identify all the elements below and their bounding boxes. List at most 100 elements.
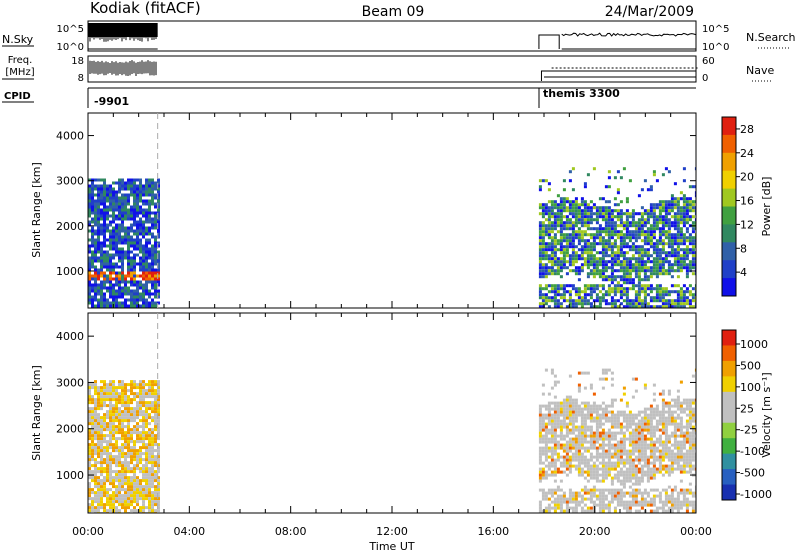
data-cell	[118, 286, 121, 290]
data-cell	[541, 473, 545, 477]
data-cell	[688, 434, 692, 438]
data-cell	[607, 461, 611, 465]
data-cell	[640, 446, 644, 450]
data-cell	[139, 292, 142, 296]
data-cell	[646, 302, 650, 306]
data-cell	[148, 440, 151, 444]
data-cell	[145, 256, 148, 260]
data-cell	[574, 287, 578, 291]
data-cell	[625, 260, 629, 264]
data-cell	[586, 221, 590, 225]
data-cell	[142, 298, 145, 302]
data-cell	[655, 254, 659, 258]
data-cell	[112, 392, 115, 396]
data-cell	[673, 263, 677, 267]
data-cell	[580, 458, 584, 462]
data-cell	[574, 452, 578, 456]
data-cell	[151, 467, 154, 471]
data-cell	[601, 428, 605, 432]
data-cell	[676, 197, 680, 201]
data-cell	[592, 272, 596, 276]
data-cell	[607, 488, 611, 492]
data-cell	[127, 298, 130, 302]
data-cell	[634, 257, 638, 261]
data-cell	[622, 278, 626, 282]
data-cell	[157, 253, 160, 257]
data-cell	[694, 305, 696, 308]
data-cell	[115, 458, 118, 462]
data-cell	[589, 209, 593, 213]
data-cell	[127, 470, 130, 474]
data-cell	[640, 221, 644, 225]
data-cell	[631, 434, 635, 438]
data-cell	[121, 461, 124, 465]
data-cell	[676, 509, 680, 513]
data-cell	[661, 239, 665, 243]
data-cell	[127, 214, 130, 218]
data-cell	[97, 190, 100, 194]
nave-tick-high: 60	[702, 56, 715, 67]
data-cell	[157, 509, 160, 513]
data-cell	[676, 407, 680, 411]
data-cell	[157, 479, 160, 483]
data-cell	[100, 506, 103, 510]
data-cell	[652, 398, 656, 402]
data-cell	[691, 227, 695, 231]
data-cell	[673, 443, 677, 447]
data-cell	[106, 208, 109, 212]
data-cell	[124, 292, 127, 296]
data-cell	[625, 287, 629, 291]
data-cell	[691, 296, 695, 300]
data-cell	[97, 301, 100, 305]
data-cell	[106, 425, 109, 429]
data-cell	[637, 269, 641, 273]
data-cell	[133, 476, 136, 480]
data-cell	[118, 187, 121, 191]
data-cell	[574, 494, 578, 498]
data-cell	[538, 305, 542, 308]
data-cell	[142, 208, 145, 212]
data-cell	[571, 446, 575, 450]
data-cell	[106, 214, 109, 218]
data-cell	[583, 302, 587, 306]
data-cell	[682, 266, 686, 270]
data-cell	[625, 197, 629, 201]
data-cell	[133, 274, 136, 278]
data-cell	[121, 494, 124, 498]
data-cell	[550, 239, 554, 243]
data-cell	[139, 407, 142, 411]
data-cell	[550, 290, 554, 294]
data-cell	[124, 286, 127, 290]
data-cell	[646, 305, 650, 308]
data-cell	[145, 229, 148, 233]
data-cell	[631, 443, 635, 447]
data-cell	[88, 193, 91, 197]
data-cell	[97, 217, 100, 221]
data-cell	[658, 494, 662, 498]
data-cell	[145, 199, 148, 203]
data-cell	[553, 227, 557, 231]
data-cell	[562, 221, 566, 225]
data-cell	[625, 476, 629, 480]
data-cell	[634, 476, 638, 480]
data-cell	[136, 235, 139, 239]
data-cell	[100, 301, 103, 305]
data-cell	[103, 292, 106, 296]
data-cell	[151, 431, 154, 435]
data-cell	[547, 491, 551, 495]
data-cell	[640, 287, 644, 291]
data-cell	[682, 503, 686, 507]
data-cell	[115, 497, 118, 501]
data-cell	[694, 263, 696, 267]
data-cell	[568, 236, 572, 240]
data-cell	[130, 419, 133, 423]
data-cell	[574, 491, 578, 495]
data-cell	[616, 269, 620, 273]
data-cell	[541, 254, 545, 258]
data-cell	[547, 236, 551, 240]
data-cell	[595, 221, 599, 225]
data-cell	[574, 260, 578, 264]
data-cell	[583, 371, 587, 375]
data-cell	[589, 212, 593, 216]
data-cell	[538, 272, 542, 276]
